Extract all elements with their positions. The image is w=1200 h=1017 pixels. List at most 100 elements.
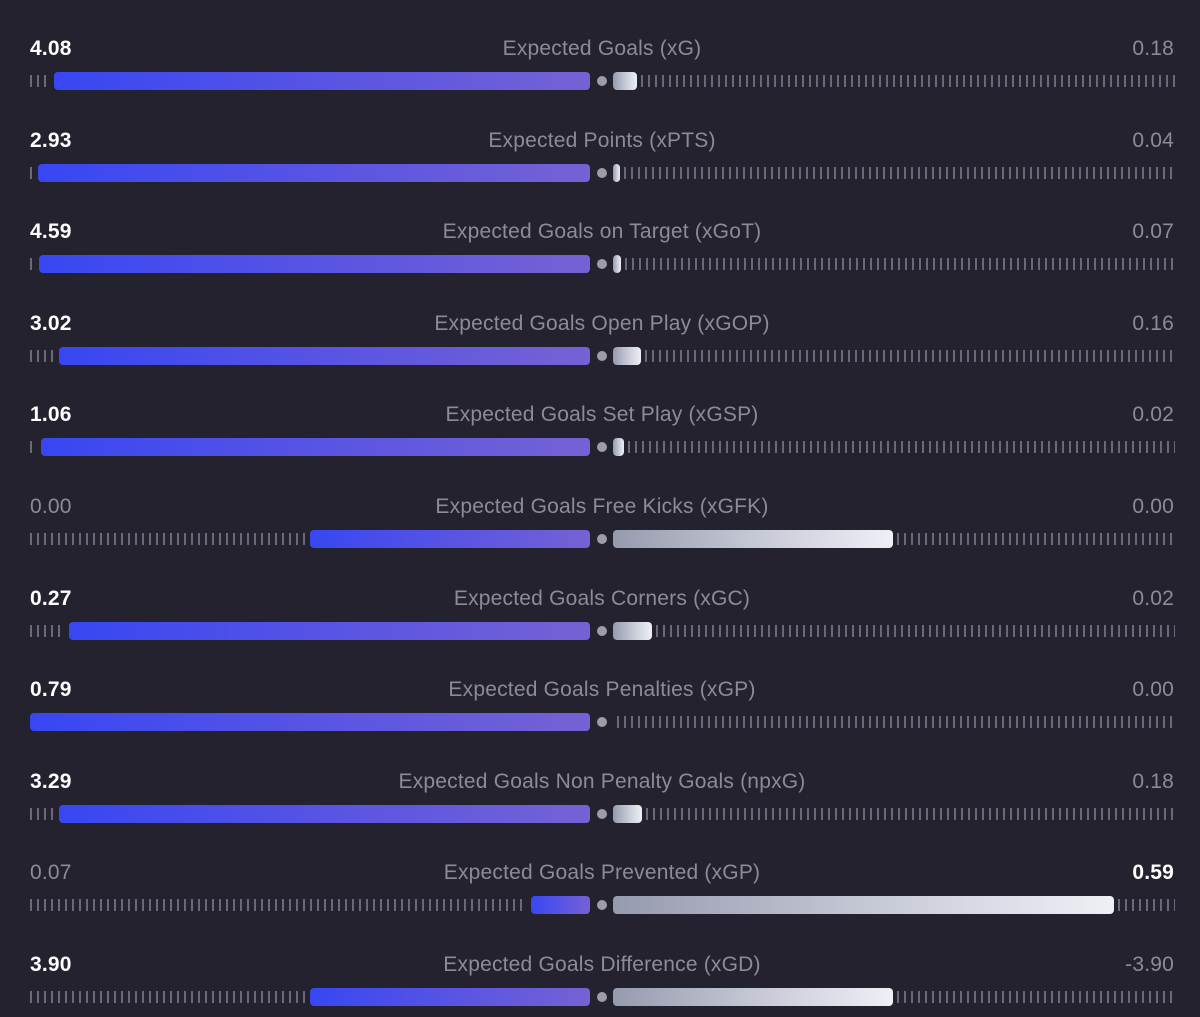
home-value: 0.00 bbox=[30, 495, 72, 518]
away-value: 0.18 bbox=[1132, 769, 1174, 793]
comparison-bar bbox=[30, 530, 1175, 548]
tick-marks-right bbox=[625, 258, 1175, 271]
tick-marks-left bbox=[30, 624, 65, 637]
tick-marks-left bbox=[30, 166, 34, 179]
center-marker-dot bbox=[597, 167, 607, 178]
stat-row: Expected Goals Non Penalty Goals (npxG) 3… bbox=[0, 744, 1200, 824]
away-value: 0.02 bbox=[1132, 586, 1174, 610]
stat-row: Expected Goals Set Play (xGSP) 1.06 0.02 bbox=[0, 377, 1200, 457]
tick-marks-right bbox=[628, 441, 1175, 454]
stat-title: Expected Goals Open Play (xGOP) bbox=[434, 311, 770, 335]
stat-label-line: Expected Goals Set Play (xGSP) 1.06 0.02 bbox=[30, 401, 1174, 429]
stat-label-line: Expected Goals Open Play (xGOP) 3.02 0.16 bbox=[30, 310, 1174, 338]
tick-marks-right bbox=[656, 624, 1175, 637]
stat-title: Expected Goals Non Penalty Goals (npxG) bbox=[398, 769, 806, 793]
tick-marks-right bbox=[624, 166, 1175, 179]
tick-marks-left bbox=[30, 441, 37, 454]
home-bar bbox=[59, 346, 590, 365]
stat-title: Expected Goals Free Kicks (xGFK) bbox=[435, 495, 769, 518]
center-marker-dot bbox=[597, 442, 607, 453]
stat-label-line: Expected Goals Penalties (xGP) 0.79 0.00 bbox=[30, 676, 1174, 704]
stat-row: Expected Goals Penalties (xGP) 0.79 0.00 bbox=[0, 652, 1200, 732]
stat-label-line: Expected Goals Corners (xGC) 0.27 0.02 bbox=[30, 585, 1174, 613]
home-value: 3.90 bbox=[30, 953, 72, 976]
center-marker-dot bbox=[597, 900, 607, 911]
home-bar bbox=[38, 163, 590, 182]
tick-marks-left bbox=[30, 349, 55, 362]
comparison-bar bbox=[30, 346, 1175, 365]
away-bar bbox=[613, 438, 624, 457]
comparison-bar bbox=[30, 72, 1175, 90]
home-value: 3.02 bbox=[30, 311, 72, 335]
stat-label-line: Expected Goals Non Penalty Goals (npxG) 3… bbox=[30, 768, 1174, 796]
stat-title: Expected Goals Prevented (xGP) bbox=[443, 861, 761, 885]
comparison-bar bbox=[30, 713, 1175, 732]
tick-marks-left bbox=[30, 258, 35, 271]
stat-row: Expected Goals on Target (xGoT) 4.59 0.07 bbox=[0, 194, 1200, 274]
stat-row: Expected Goals (xG) 4.08 0.18 bbox=[0, 11, 1200, 91]
center-marker-dot bbox=[597, 992, 607, 1002]
home-value: 4.08 bbox=[30, 37, 72, 60]
stat-label-line: Expected Points (xPTS) 2.93 0.04 bbox=[30, 127, 1174, 155]
home-bar bbox=[531, 896, 590, 915]
away-value: 0.59 bbox=[1132, 861, 1174, 885]
stat-title: Expected Goals Set Play (xGSP) bbox=[445, 403, 759, 427]
tick-marks-left bbox=[30, 533, 306, 545]
tick-marks-right bbox=[645, 349, 1175, 362]
center-marker-dot bbox=[597, 625, 607, 636]
tick-marks-right bbox=[641, 75, 1175, 87]
home-bar bbox=[59, 804, 590, 823]
stat-title: Expected Points (xPTS) bbox=[488, 128, 716, 152]
stat-title: Expected Goals Difference (xGD) bbox=[443, 953, 761, 976]
center-marker-dot bbox=[597, 717, 607, 728]
center-marker-dot bbox=[597, 808, 607, 819]
center-marker-dot bbox=[597, 534, 607, 544]
stat-label-line: Expected Goals (xG) 4.08 0.18 bbox=[30, 35, 1174, 63]
away-value: 0.16 bbox=[1132, 311, 1174, 335]
tick-marks-right bbox=[897, 533, 1175, 545]
tick-marks-right bbox=[617, 716, 1175, 729]
stat-row: Expected Goals Difference (xGD) 3.90 -3.90 bbox=[0, 927, 1200, 1007]
away-value: 0.00 bbox=[1132, 495, 1174, 518]
center-marker-dot bbox=[597, 76, 607, 86]
home-value: 4.59 bbox=[30, 220, 72, 244]
stat-label-line: Expected Goals Free Kicks (xGFK) 0.00 0.00 bbox=[30, 493, 1174, 521]
comparison-bar bbox=[30, 163, 1175, 182]
tick-marks-left bbox=[30, 991, 306, 1003]
away-value: 0.04 bbox=[1132, 128, 1174, 152]
tick-marks-right bbox=[646, 807, 1175, 820]
comparison-bar bbox=[30, 988, 1175, 1006]
tick-marks-left bbox=[30, 899, 527, 912]
center-marker-dot bbox=[597, 350, 607, 361]
away-bar bbox=[613, 896, 1114, 915]
home-value: 3.29 bbox=[30, 769, 72, 793]
away-value: 0.00 bbox=[1132, 678, 1174, 702]
home-bar bbox=[69, 621, 590, 640]
stat-label-line: Expected Goals on Target (xGoT) 4.59 0.07 bbox=[30, 218, 1174, 246]
away-bar bbox=[613, 988, 893, 1006]
away-bar bbox=[613, 72, 637, 90]
away-value: -3.90 bbox=[1125, 953, 1174, 976]
tick-marks-left bbox=[30, 75, 50, 87]
stat-row: Expected Goals Prevented (xGP) 0.07 0.59 bbox=[0, 835, 1200, 915]
home-bar bbox=[30, 713, 590, 732]
stat-title: Expected Goals (xG) bbox=[502, 37, 702, 60]
home-bar bbox=[310, 988, 590, 1006]
stat-title: Expected Goals Corners (xGC) bbox=[453, 586, 751, 610]
away-bar bbox=[613, 804, 642, 823]
home-bar bbox=[41, 438, 590, 457]
away-value: 0.07 bbox=[1132, 220, 1174, 244]
away-value: 0.18 bbox=[1132, 37, 1174, 60]
away-value: 0.02 bbox=[1132, 403, 1174, 427]
away-bar bbox=[613, 346, 641, 365]
home-value: 2.93 bbox=[30, 128, 72, 152]
home-value: 0.27 bbox=[30, 586, 72, 610]
center-marker-dot bbox=[597, 259, 607, 270]
away-bar bbox=[613, 255, 621, 274]
home-value: 0.79 bbox=[30, 678, 72, 702]
comparison-bar bbox=[30, 438, 1175, 457]
away-bar bbox=[613, 163, 620, 182]
tick-marks-right bbox=[897, 991, 1175, 1003]
comparison-bar bbox=[30, 621, 1175, 640]
tick-marks-right bbox=[1118, 899, 1175, 912]
